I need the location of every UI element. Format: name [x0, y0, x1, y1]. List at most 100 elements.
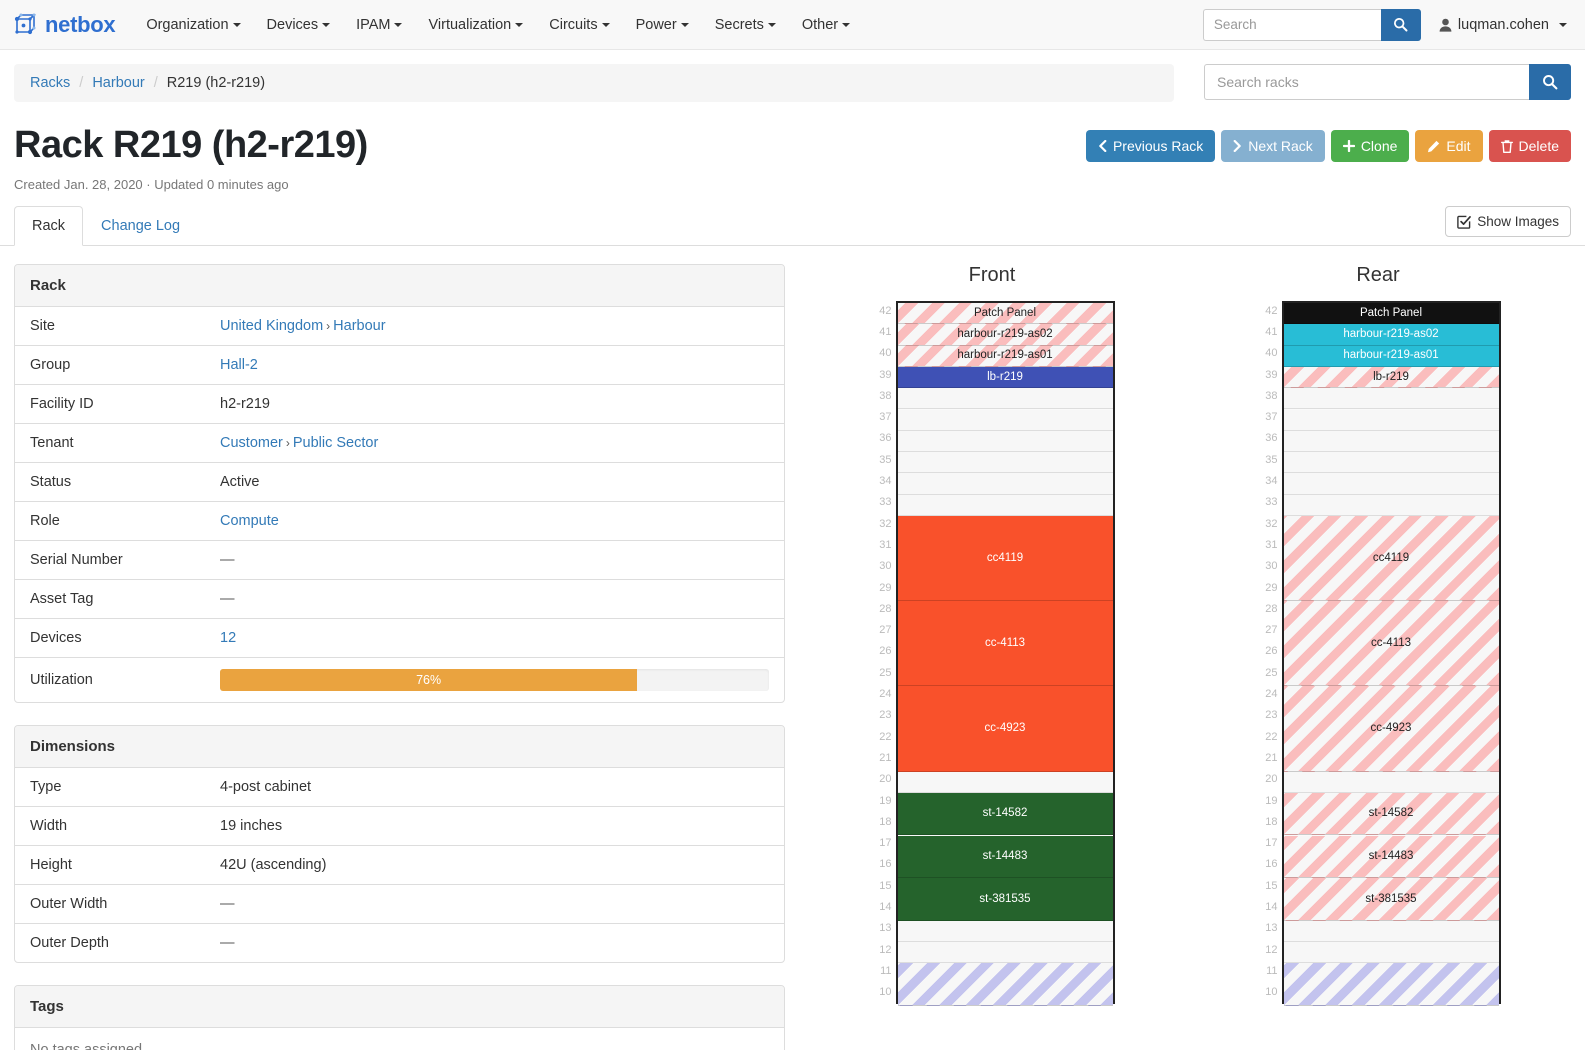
nav-item-organization-label: Organization [146, 16, 229, 33]
global-search-button[interactable] [1380, 8, 1421, 41]
rack-unit-slot[interactable] [897, 388, 1113, 410]
brand-logo[interactable]: netbox [8, 12, 116, 38]
rack-device-label: harbour-r219-as02 [1343, 328, 1439, 341]
delete-button[interactable]: Delete [1488, 130, 1571, 162]
breadcrumb-racks[interactable]: Racks [30, 75, 71, 91]
nav-item-virtualization[interactable]: Virtualization [415, 0, 536, 50]
nav-item-ipam[interactable]: IPAM [343, 0, 415, 50]
nav-item-organization[interactable]: Organization [133, 0, 253, 50]
next-rack-label: Next Rack [1248, 138, 1313, 154]
rack-unit-slot[interactable] [1283, 920, 1499, 942]
tags-empty-message: No tags assigned [30, 1042, 143, 1050]
rack-device-harbour-r219-as02[interactable]: harbour-r219-as02 [1283, 324, 1499, 346]
show-images-button[interactable]: Show Images [1445, 206, 1571, 237]
pencil-icon [1428, 140, 1440, 152]
rack-unit-number-19: 19 [879, 794, 892, 807]
next-rack-button[interactable]: Next Rack [1221, 130, 1325, 162]
site-region-link[interactable]: United Kingdom [220, 318, 324, 334]
row-key-tenant: Tenant [15, 423, 205, 463]
left-column: Rack Site United Kingdom › Harbour Group H… [14, 264, 785, 1050]
rack-unit-slot[interactable] [897, 409, 1113, 431]
rack-search-button[interactable] [1529, 64, 1571, 100]
rack-device-st-14483[interactable]: st-14483 [1283, 835, 1499, 879]
row-key-serial-number: Serial Number [15, 540, 205, 580]
rack-device-st-381535[interactable]: st-381535 [897, 878, 1113, 921]
rack-device-harbour-r219-as01[interactable]: harbour-r219-as01 [1283, 345, 1499, 367]
clone-button[interactable]: Clone [1330, 130, 1410, 162]
rack-panel: Rack Site United Kingdom › Harbour Group H… [14, 264, 785, 703]
row-value-height: 42U (ascending) [205, 845, 784, 885]
rack-device-cc-4923[interactable]: cc-4923 [1283, 686, 1499, 772]
user-menu[interactable]: luqman.cohen [1439, 17, 1571, 33]
rack-device-harbour-r219-as02[interactable]: harbour-r219-as02 [897, 324, 1113, 346]
rack-device-cc4119[interactable]: cc4119 [897, 516, 1113, 602]
rack-unit-slot[interactable] [1283, 473, 1499, 495]
rack-search-input[interactable] [1204, 64, 1529, 100]
rack-unit-slot[interactable] [897, 494, 1113, 516]
row-value-outer-width: — [205, 884, 784, 924]
rack-device-patch-panel[interactable]: Patch Panel [897, 303, 1113, 325]
rack-unit-number-39: 39 [879, 368, 892, 381]
rack-unit-number-41: 41 [879, 325, 892, 338]
row-key-facility-id: Facility ID [15, 384, 205, 424]
rack-unit-slot[interactable] [1283, 430, 1499, 453]
rear-rack-body: Patch Panel harbour-r219-as02 harbour-r219… [1281, 301, 1501, 1006]
rack-device-cc-4113[interactable]: cc-4113 [1283, 601, 1499, 687]
previous-rack-button[interactable]: Previous Rack [1085, 130, 1216, 162]
rack-device-st-14582[interactable]: st-14582 [897, 792, 1113, 836]
rack-unit-slot[interactable] [1283, 409, 1499, 431]
rack-device-label: st-14483 [982, 849, 1028, 862]
rack-device-st-381535[interactable]: st-381535 [1283, 878, 1499, 921]
rack-device-label: st-381535 [1365, 892, 1417, 905]
nav-item-other[interactable]: Other [789, 0, 863, 50]
rack-unit-slot[interactable] [897, 920, 1113, 942]
rack-unit-slot[interactable] [897, 430, 1113, 453]
nav-item-devices[interactable]: Devices [254, 0, 344, 50]
table-row: Asset Tag — [15, 579, 784, 619]
rack-device-label: cc-4923 [1370, 722, 1412, 735]
nav-item-secrets[interactable]: Secrets [702, 0, 789, 50]
role-link[interactable]: Compute [220, 513, 279, 529]
table-row: Outer Width — [15, 884, 784, 924]
nav-item-circuits[interactable]: Circuits [536, 0, 622, 50]
tab-rack[interactable]: Rack [14, 206, 84, 246]
rack-device-lb-r219[interactable]: lb-r219 [897, 366, 1113, 389]
rack-unit-slot[interactable] [1283, 388, 1499, 410]
chevron-down-icon [232, 22, 241, 27]
devices-count-link[interactable]: 12 [220, 630, 237, 646]
rack-unit-number-29: 29 [1265, 581, 1278, 594]
tab-change-log[interactable]: Change Log [101, 218, 181, 234]
rack-unit-number-35: 35 [879, 453, 892, 466]
rack-unit-slot[interactable] [897, 771, 1113, 793]
rack-unit-slot[interactable] [897, 473, 1113, 495]
rack-device-harbour-r219-as01[interactable]: harbour-r219-as01 [897, 345, 1113, 367]
rack-unit-slot[interactable] [1283, 771, 1499, 793]
nav-item-power[interactable]: Power [623, 0, 702, 50]
rack-unit-slot[interactable] [897, 452, 1113, 474]
breadcrumb-site[interactable]: Harbour [92, 75, 145, 91]
rack-attributes-table: Site United Kingdom › Harbour Group Hall-2… [15, 307, 784, 702]
page-title: Rack R219 (h2-r219) [14, 124, 368, 166]
rack-device-lb-r219[interactable]: lb-r219 [1283, 366, 1499, 389]
show-images-label: Show Images [1477, 214, 1559, 229]
row-key-height: Height [15, 845, 205, 885]
rack-device-cc-4923[interactable]: cc-4923 [897, 686, 1113, 772]
rack-unit-slot[interactable] [1283, 494, 1499, 516]
rack-unit-slot[interactable] [897, 942, 1113, 964]
group-link[interactable]: Hall-2 [220, 357, 258, 373]
edit-button[interactable]: Edit [1415, 130, 1483, 162]
global-search-input[interactable] [1202, 8, 1381, 41]
rack-device-st-14582[interactable]: st-14582 [1283, 792, 1499, 836]
tenant-link[interactable]: Public Sector [292, 435, 379, 451]
rack-device-patch-panel[interactable]: Patch Panel [1283, 303, 1499, 325]
rack-unit-slot[interactable] [1283, 942, 1499, 964]
rack-unit-slot[interactable] [1283, 452, 1499, 474]
rack-unit-number-36: 36 [1265, 432, 1278, 445]
row-value-outer-depth: — [205, 923, 784, 962]
rack-unit-number-16: 16 [1265, 858, 1278, 871]
site-link[interactable]: Harbour [333, 318, 386, 334]
rack-device-st-14483[interactable]: st-14483 [897, 835, 1113, 879]
tenant-group-link[interactable]: Customer [220, 435, 283, 451]
rack-device-cc4119[interactable]: cc4119 [1283, 516, 1499, 602]
rack-device-cc-4113[interactable]: cc-4113 [897, 601, 1113, 687]
